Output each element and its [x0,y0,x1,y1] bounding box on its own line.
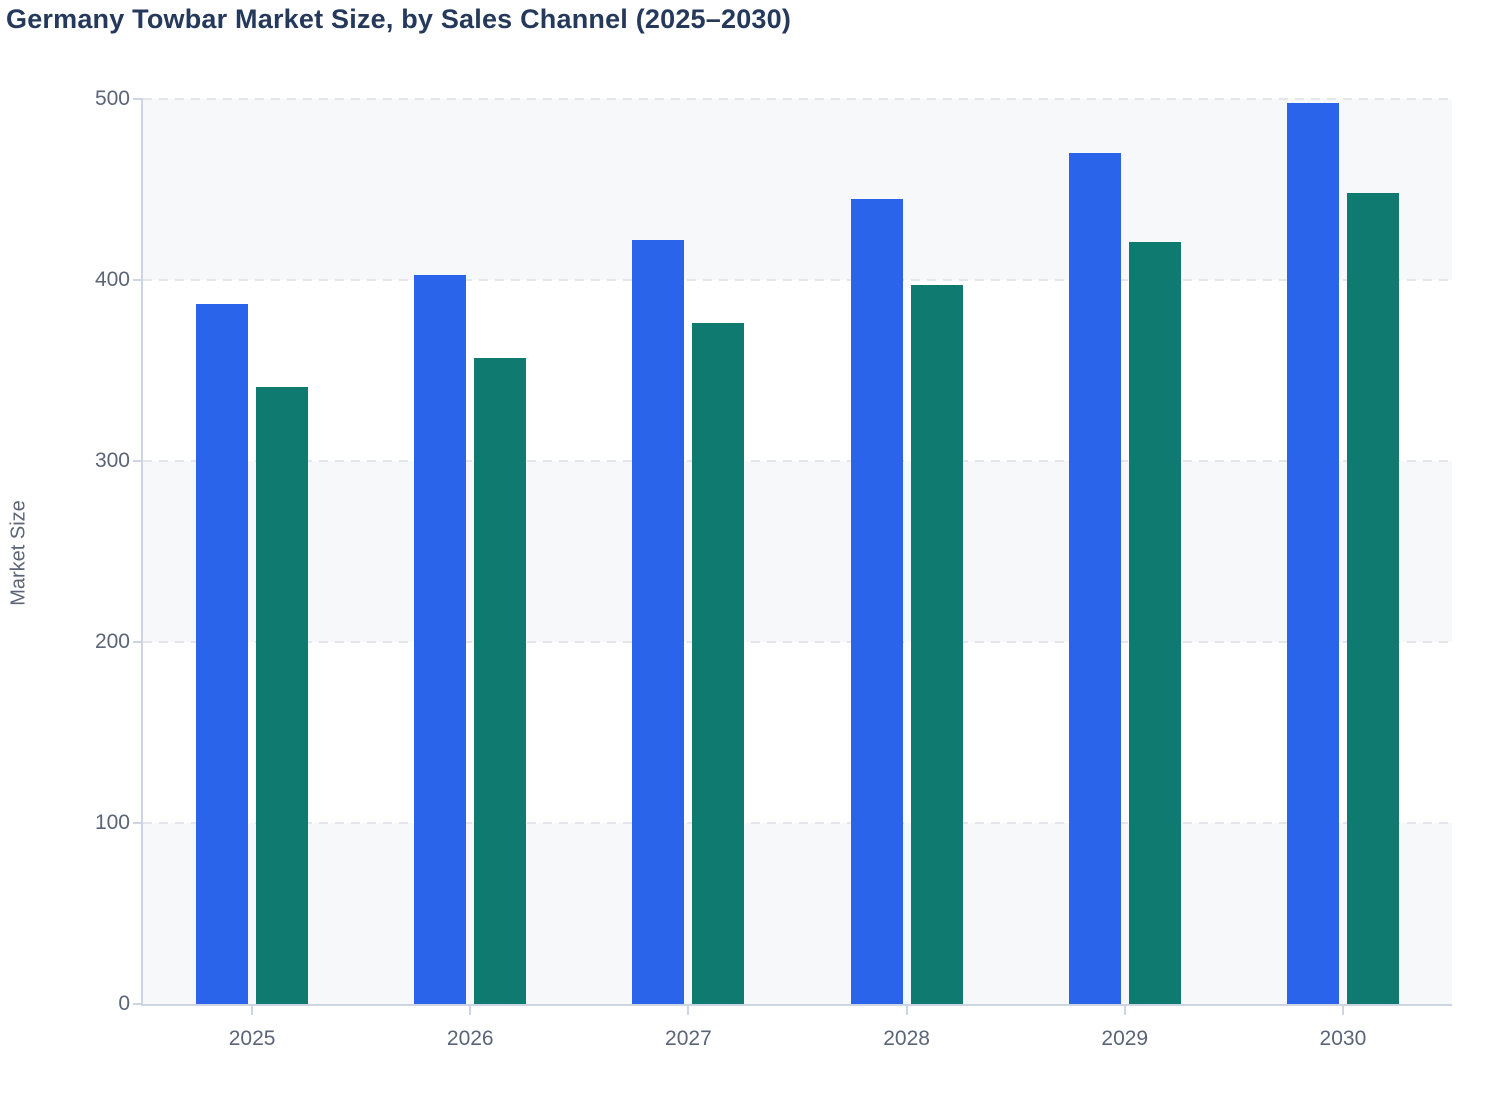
gridline [143,279,1452,281]
bar-series1-2026[interactable] [414,274,467,1004]
bar-series1-2030[interactable] [1286,102,1339,1004]
y-axis-label: 0 [118,992,130,1015]
gridline [143,460,1452,462]
gridline [143,98,1452,100]
y-axis-tick [133,98,143,100]
bar-series2-2027[interactable] [692,323,745,1004]
y-axis-tick [133,1003,143,1005]
y-axis-tick [133,822,143,824]
x-axis-tick [251,1005,254,1015]
y-axis-label: 500 [94,87,130,110]
bar-series1-2029[interactable] [1068,153,1121,1004]
bar-series2-2030[interactable] [1346,193,1399,1004]
bar-series2-2028[interactable] [910,285,963,1004]
x-axis-tick [687,1005,690,1015]
y-axis-tick [133,641,143,643]
bar-series2-2026[interactable] [474,357,527,1004]
bar-series1-2027[interactable] [632,240,685,1004]
y-axis-label: 100 [94,811,130,834]
bar-series2-2029[interactable] [1128,242,1181,1004]
x-axis-label: 2027 [665,1027,712,1050]
plot-area [143,98,1452,1004]
x-axis-label: 2030 [1319,1027,1367,1050]
gridline [143,822,1452,824]
y-axis-label: 300 [94,449,130,472]
bar-series1-2025[interactable] [196,303,249,1004]
x-axis-label: 2029 [1101,1027,1149,1050]
chart-title: Germany Towbar Market Size, by Sales Cha… [6,4,792,34]
y-axis-tick [133,460,143,462]
gridline [143,641,1452,643]
y-axis-line [141,99,143,1006]
y-axis-label: 200 [94,630,130,653]
x-axis-tick [469,1005,472,1015]
grid-band [143,461,1452,642]
x-axis-tick [905,1005,908,1015]
x-axis-line [141,1004,1452,1006]
grid-band [143,823,1452,1004]
x-axis-label: 2026 [446,1027,494,1050]
x-axis-tick [1341,1005,1344,1015]
y-axis-title: Market Size [7,500,30,606]
y-axis-tick [133,279,143,281]
y-axis-label: 400 [94,268,130,291]
x-axis-label: 2028 [883,1027,930,1050]
bar-series1-2028[interactable] [850,198,903,1004]
x-axis-tick [1123,1005,1126,1015]
bar-series2-2025[interactable] [256,386,309,1004]
x-axis-label: 2025 [228,1027,276,1050]
grid-band [143,99,1452,280]
